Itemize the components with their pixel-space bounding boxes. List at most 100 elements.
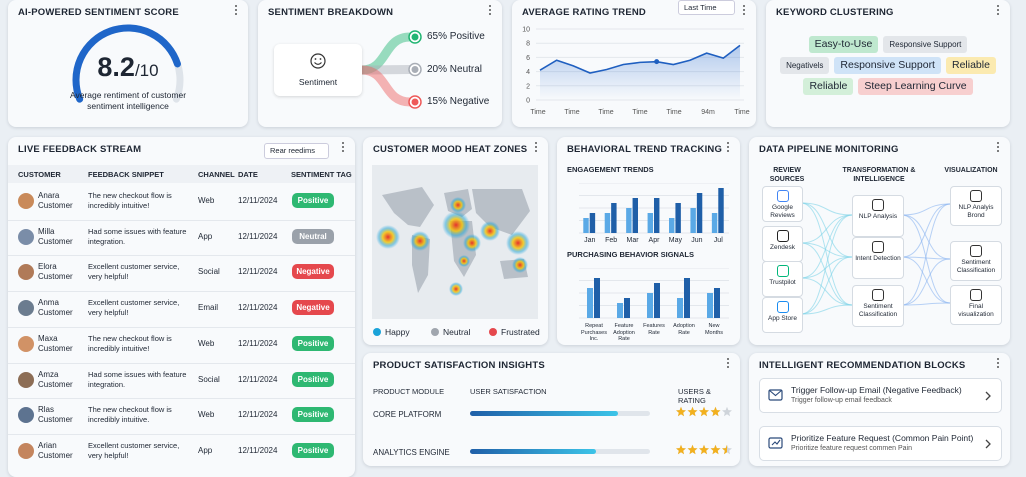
column-header: VISUALIZATION [944, 167, 998, 174]
x-tick-label: Time [564, 109, 579, 116]
x-label: Features Rate [643, 323, 665, 336]
menu-button[interactable] [997, 3, 1000, 17]
rec-title: Prioritize Feature Request (Common Pain … [791, 433, 974, 443]
sentiment-label: Sentiment [298, 77, 338, 87]
x-label: Mar [626, 237, 639, 244]
heat-blob [458, 255, 470, 267]
pipeline-node: Trustpilot [762, 261, 803, 297]
bar [589, 213, 596, 233]
date: 12/11/2024 [238, 267, 278, 277]
graphic [676, 406, 732, 417]
bar [626, 208, 632, 233]
trend-point [654, 59, 660, 65]
flow-line [901, 302, 951, 306]
flow-line [800, 242, 853, 258]
card-title: CUSTOMER MOOD HEAT ZONES [373, 144, 528, 155]
sentiment-tag: Positive [292, 335, 334, 351]
y-tick-label: 6 [526, 55, 530, 62]
flow-line [800, 277, 853, 306]
flow-line [901, 258, 951, 306]
breakdown-item: 15% Negative [427, 96, 490, 107]
avatar [18, 264, 34, 281]
node-icon [776, 301, 789, 313]
menu-button[interactable] [489, 3, 492, 17]
node-icon [872, 241, 884, 253]
heat-blob [410, 231, 430, 251]
chevron [985, 439, 991, 449]
y-tick-label: 2 [526, 83, 530, 90]
card-title: DATA PIPELINE MONITORING [759, 144, 899, 155]
x-tick-label: Time [632, 109, 647, 116]
flow-line [800, 242, 853, 306]
smiley-eye [319, 58, 322, 60]
sentiment-tag: Positive [292, 442, 334, 458]
bar [647, 213, 653, 233]
item-dot-core [411, 98, 419, 106]
bar [690, 208, 696, 233]
feedback-snippet: Had some issues with feature integration… [88, 226, 187, 246]
y-tick-label: 8 [526, 41, 530, 48]
star-empty [722, 406, 732, 417]
heat-blob [450, 197, 466, 213]
tag-row: Reliable Steep Learning Curve [766, 78, 1010, 95]
card: DATA PIPELINE MONITORING REVIEW SOURCES TR… [749, 137, 1010, 345]
module-name: CORE PLATFORM [373, 410, 442, 419]
breakdown-item: 20% Neutral [427, 63, 483, 75]
node-label: NLP Analysis [858, 213, 898, 220]
menu-button[interactable] [727, 140, 730, 154]
heat-blob [449, 282, 463, 296]
flow-line [800, 304, 853, 315]
node-label: App Store [768, 315, 797, 322]
customer-name: Elora Customer [38, 262, 73, 282]
legend-swatch [489, 328, 497, 336]
flow-line [901, 203, 951, 216]
customer-name: Anma Customer [38, 298, 73, 318]
item-dot-core [411, 66, 419, 73]
customer-name: Arian Customer [38, 440, 73, 460]
menu-button[interactable] [535, 140, 538, 154]
time-filter[interactable]: Last Time [678, 0, 735, 15]
flow-line [800, 256, 853, 279]
date: 12/11/2024 [238, 410, 278, 420]
menu-button[interactable] [342, 140, 345, 154]
heat-blob [442, 211, 470, 239]
menu-button[interactable] [727, 356, 730, 370]
card-title: BEHAVIORAL TREND TRACKING [567, 144, 723, 155]
avatar [18, 300, 34, 317]
recommendation[interactable]: Trigger Follow-up Email (Negative Feedba… [759, 378, 1002, 413]
y-tick-label: 10 [522, 27, 530, 34]
satisfaction-bar [470, 449, 596, 454]
avatar [18, 407, 34, 424]
bar [647, 293, 653, 318]
node-icon [776, 265, 789, 277]
keyword-tag: Reliable [945, 57, 996, 74]
bar [594, 278, 600, 318]
heat-blob [463, 234, 481, 252]
breakdown-item: 65% Positive [427, 31, 485, 42]
card: PRODUCT SATISFACTION INSIGHTS PRODUCT MOD… [363, 353, 740, 466]
recommendation[interactable]: Prioritize Feature Request (Common Pain … [759, 426, 1002, 461]
graphic [72, 24, 184, 103]
channel: Web [198, 338, 215, 348]
flow-line [800, 214, 853, 279]
row-divider [8, 362, 355, 364]
feed-filter[interactable]: Rear reedims [264, 143, 329, 159]
flow-line [901, 214, 951, 304]
row-divider [8, 433, 355, 435]
column-header: CHANNEL [198, 170, 235, 179]
sentiment-tag: Neutral [292, 228, 334, 244]
column-header: PRODUCT MODULE [373, 387, 445, 396]
channel: Web [198, 410, 215, 420]
smiley-mouth [314, 62, 322, 65]
menu-button[interactable] [997, 140, 1000, 154]
pipeline-node: Intent Detection [852, 237, 904, 279]
bar [684, 278, 690, 318]
card: AI-POWERED SENTIMENT SCORE 8.2/10 Average … [8, 0, 248, 127]
graphic [310, 53, 326, 69]
card-title: PRODUCT SATISFACTION INSIGHTS [373, 360, 545, 371]
legend-label: Happy [385, 327, 410, 337]
menu-button[interactable] [997, 356, 1000, 370]
menu-button[interactable] [235, 3, 238, 17]
menu-button[interactable] [743, 3, 746, 17]
x-label: May [668, 237, 683, 244]
